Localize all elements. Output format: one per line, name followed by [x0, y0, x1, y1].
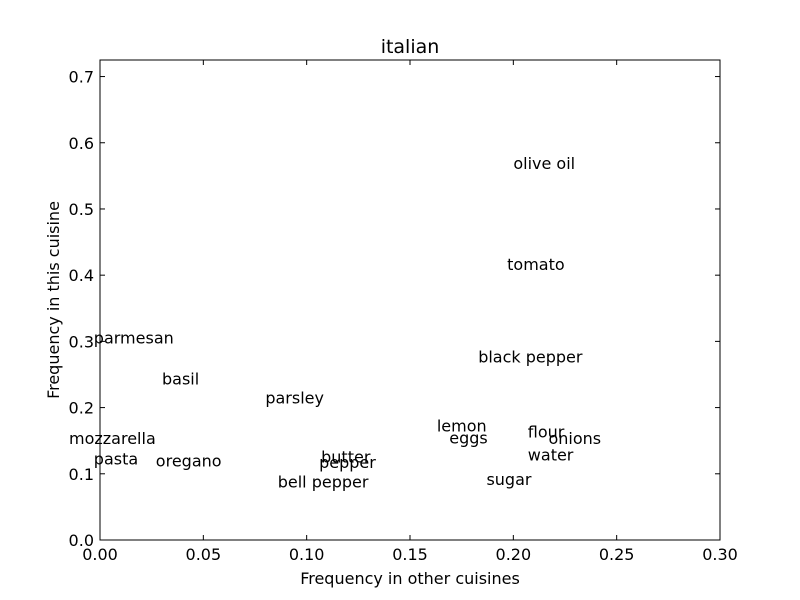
x-axis-label: Frequency in other cuisines [300, 569, 520, 588]
point-label: water [528, 446, 574, 465]
y-tick-label: 0.1 [69, 465, 94, 484]
point-label: eggs [449, 428, 488, 447]
ticks-layer: 0.00 0.05 0.10 0.15 0.20 0.25 0.30 0.0 0.1 0.2 0.3… [69, 60, 738, 564]
point-label: parsley [265, 389, 324, 408]
point-label: parmesan [94, 328, 174, 347]
point-label: pepper [319, 453, 376, 472]
y-tick-label: 0.2 [69, 399, 94, 418]
point-label: basil [162, 369, 199, 388]
point-label: olive oil [513, 154, 575, 173]
x-tick-label: 0.10 [289, 545, 325, 564]
point-label: flour [528, 422, 565, 441]
point-label: butter [321, 448, 371, 467]
point-label: sugar [486, 470, 531, 489]
points-layer: olive oil tomato black pepper parmesan basil… [69, 154, 601, 491]
point-label: oregano [156, 452, 222, 471]
point-label: onions [548, 429, 601, 448]
x-tick-label: 0.20 [496, 545, 532, 564]
y-tick-label: 0.0 [69, 531, 94, 550]
x-tick-label: 0.30 [702, 545, 738, 564]
y-tick-label: 0.4 [69, 266, 94, 285]
point-label: bell pepper [278, 473, 369, 492]
y-tick-label: 0.5 [69, 200, 94, 219]
point-label: tomato [507, 255, 565, 274]
x-tick-label: 0.05 [186, 545, 222, 564]
point-label: black pepper [478, 348, 583, 367]
x-tick-label: 0.15 [392, 545, 428, 564]
y-tick-label: 0.3 [69, 332, 94, 351]
y-axis-label: Frequency in this cuisine [44, 201, 63, 399]
y-tick-label: 0.7 [69, 68, 94, 87]
point-label: lemon [437, 416, 487, 435]
point-label: mozzarella [69, 429, 156, 448]
x-tick-label: 0.00 [82, 545, 118, 564]
y-tick-label: 0.6 [69, 134, 94, 153]
point-label: pasta [94, 450, 138, 469]
chart-title: italian [381, 36, 440, 58]
x-tick-label: 0.25 [599, 545, 635, 564]
